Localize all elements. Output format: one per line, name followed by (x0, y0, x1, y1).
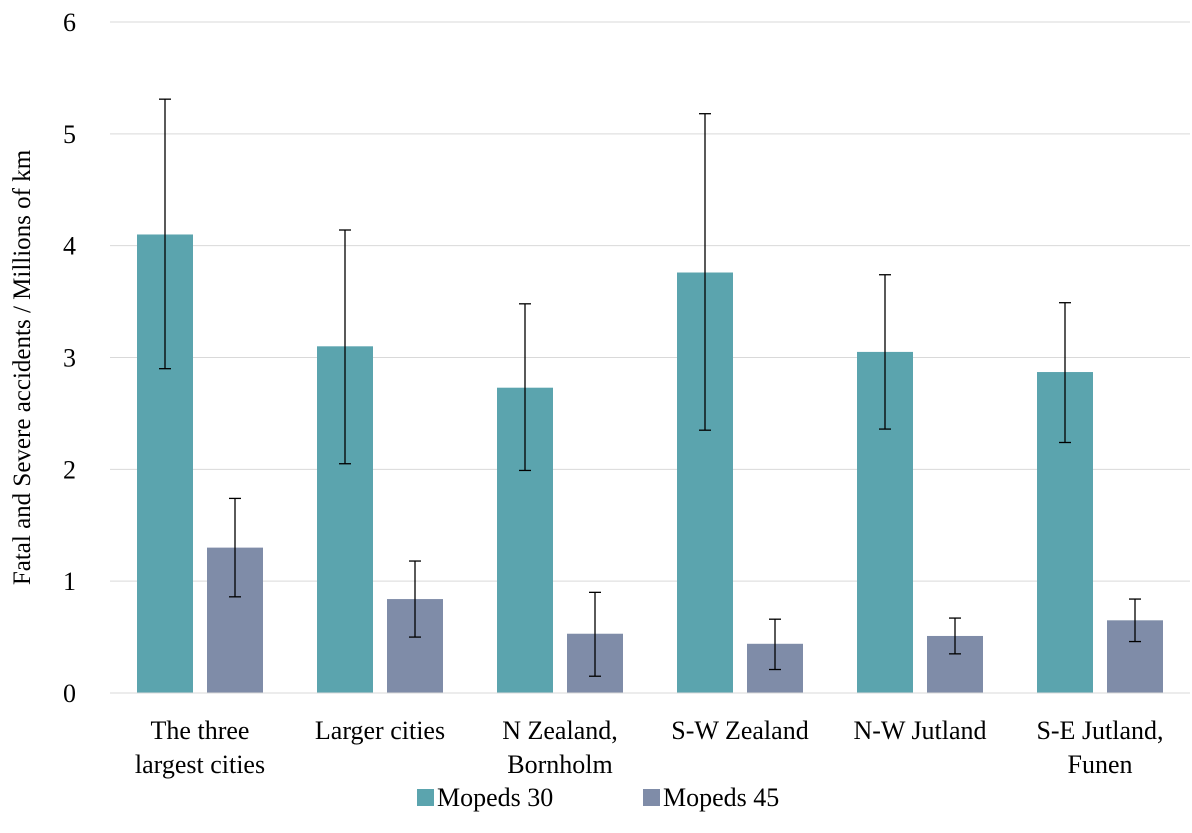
gridlines (110, 21, 1190, 582)
y-tick-label: 4 (63, 232, 76, 261)
category-label: S-W Zealand (671, 716, 808, 745)
legend: Mopeds 30 Mopeds 45 (417, 783, 779, 812)
error-bars (159, 98, 1141, 677)
y-tick-label: 1 (63, 567, 76, 596)
y-tick-label: 0 (63, 679, 76, 708)
category-label: Bornholm (507, 750, 612, 779)
category-label: Larger cities (315, 716, 445, 745)
category-labels: The three largest cities Larger cities N Ze… (135, 716, 1164, 779)
bars (137, 234, 1163, 693)
legend-label: Mopeds 45 (663, 783, 779, 812)
y-tick-label: 6 (63, 8, 76, 37)
y-tick-label: 3 (63, 344, 76, 373)
legend-swatch (643, 789, 660, 806)
category-label: S-E Jutland, (1036, 716, 1163, 745)
y-tick-label: 5 (63, 120, 76, 149)
y-tick-label: 2 (63, 455, 76, 484)
category-label: N-W Jutland (853, 716, 986, 745)
category-label: Funen (1068, 750, 1133, 779)
y-axis-ticks: 0 1 2 3 4 5 6 (63, 8, 76, 708)
legend-swatch (417, 789, 434, 806)
y-axis-title: Fatal and Severe accidents / Millions of… (9, 149, 36, 585)
legend-label: Mopeds 30 (437, 783, 553, 812)
category-label: N Zealand, (502, 716, 618, 745)
category-label: The three (151, 716, 250, 745)
category-label: largest cities (135, 750, 265, 779)
